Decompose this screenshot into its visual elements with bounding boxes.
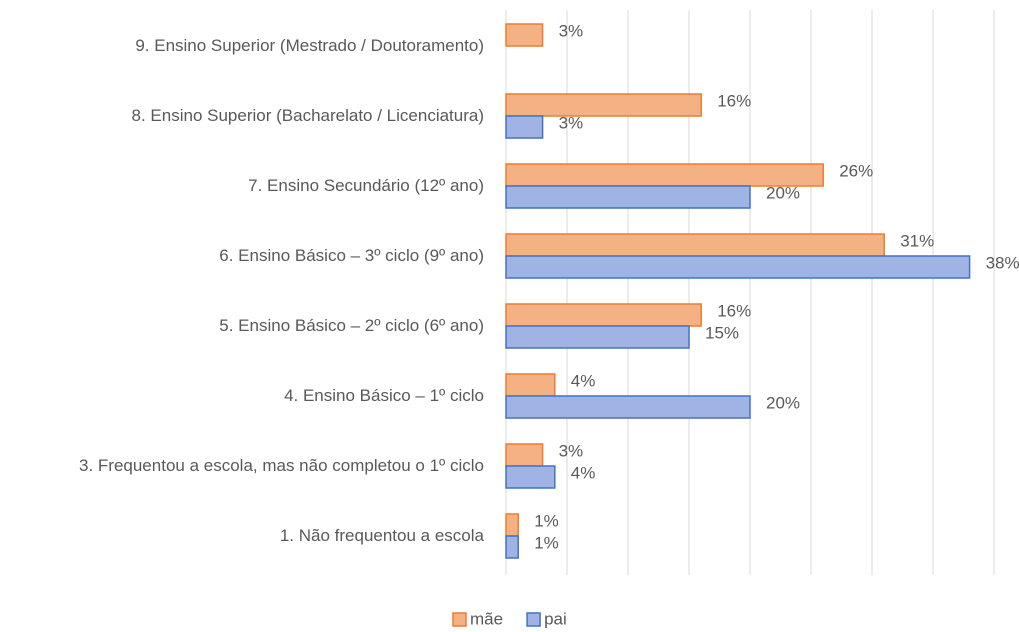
category-label-box: 3. Frequentou a escola, mas não completo… bbox=[8, 434, 484, 498]
y-tick-label: 6. Ensino Básico – 3º ciclo (9º ano) bbox=[219, 246, 484, 265]
value-label: 16% bbox=[717, 301, 751, 320]
bar bbox=[505, 255, 971, 279]
bar bbox=[505, 513, 519, 537]
value-label: 20% bbox=[766, 183, 800, 202]
value-label: 4% bbox=[571, 463, 596, 482]
y-tick-label: 1. Não frequentou a escola bbox=[279, 526, 484, 545]
category-label-box: 7. Ensino Secundário (12º ano) bbox=[8, 154, 484, 218]
category-label-box: 9. Ensino Superior (Mestrado / Doutorame… bbox=[8, 14, 484, 78]
bar bbox=[505, 465, 556, 489]
bar bbox=[505, 23, 544, 47]
bar bbox=[505, 325, 690, 349]
value-label: 20% bbox=[766, 393, 800, 412]
y-tick-label: 4. Ensino Básico – 1º ciclo bbox=[284, 386, 484, 405]
y-tick-label: 9. Ensino Superior (Mestrado / Doutorame… bbox=[135, 36, 484, 55]
category-label-box: 1. Não frequentou a escola bbox=[8, 504, 484, 568]
legend-label: pai bbox=[544, 609, 567, 628]
value-label: 1% bbox=[534, 533, 559, 552]
bar bbox=[505, 535, 519, 559]
category-label-box: 4. Ensino Básico – 1º ciclo bbox=[8, 364, 484, 428]
y-tick-label: 7. Ensino Secundário (12º ano) bbox=[248, 176, 484, 195]
value-label: 38% bbox=[986, 253, 1019, 272]
category-label-box: 8. Ensino Superior (Bacharelato / Licenc… bbox=[8, 84, 484, 148]
category-label-box: 6. Ensino Básico – 3º ciclo (9º ano) bbox=[8, 224, 484, 288]
bar bbox=[505, 93, 702, 117]
y-tick-label: 3. Frequentou a escola, mas não completo… bbox=[79, 456, 484, 475]
value-label: 3% bbox=[559, 113, 584, 132]
y-tick-label: 8. Ensino Superior (Bacharelato / Licenc… bbox=[131, 106, 484, 125]
bar bbox=[505, 443, 544, 467]
bar bbox=[505, 373, 556, 397]
value-label: 4% bbox=[571, 371, 596, 390]
bar bbox=[505, 115, 544, 139]
bar bbox=[505, 303, 702, 327]
legend-swatch bbox=[526, 612, 541, 627]
value-label: 3% bbox=[559, 441, 584, 460]
value-label: 16% bbox=[717, 91, 751, 110]
bar bbox=[505, 233, 885, 257]
value-label: 1% bbox=[534, 511, 559, 530]
legend-label: mãe bbox=[470, 609, 503, 628]
bar bbox=[505, 395, 751, 419]
y-tick-label: 5. Ensino Básico – 2º ciclo (6º ano) bbox=[219, 316, 484, 335]
legend-swatch bbox=[452, 612, 467, 627]
value-label: 26% bbox=[839, 161, 873, 180]
value-label: 31% bbox=[900, 231, 934, 250]
value-label: 3% bbox=[559, 21, 584, 40]
value-label: 15% bbox=[705, 323, 739, 342]
bar bbox=[505, 185, 751, 209]
category-label-box: 5. Ensino Básico – 2º ciclo (6º ano) bbox=[8, 294, 484, 358]
